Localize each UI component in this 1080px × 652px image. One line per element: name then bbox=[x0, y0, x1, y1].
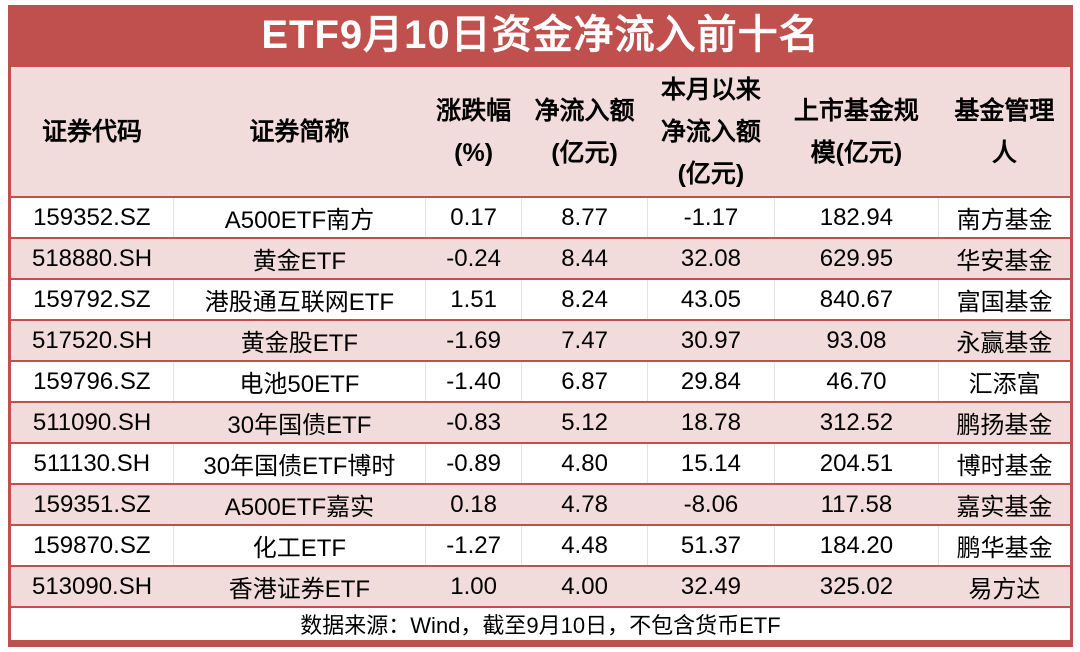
cell-month-net-inflow: 18.78 bbox=[647, 401, 775, 444]
cell-month-net-inflow: 15.14 bbox=[647, 443, 775, 484]
cell-security-code: 517520.SH bbox=[9, 319, 174, 362]
cell-fund-manager: 富国基金 bbox=[938, 279, 1072, 320]
cell-net-inflow: 4.48 bbox=[520, 525, 648, 566]
cell-fund-size: 629.95 bbox=[774, 237, 939, 280]
cell-fund-manager: 鹏华基金 bbox=[938, 525, 1072, 566]
cell-fund-size: 325.02 bbox=[774, 565, 939, 608]
cell-change-pct: -0.83 bbox=[425, 401, 522, 444]
cell-change-pct: 1.51 bbox=[425, 279, 522, 320]
cell-fund-manager: 汇添富 bbox=[938, 361, 1072, 402]
cell-security-name: A500ETF嘉实 bbox=[173, 483, 426, 526]
cell-fund-size: 184.20 bbox=[773, 525, 939, 566]
table-header: 证券代码 证券简称 涨跌幅 (%) 净流入额 (亿元) 本月以来 净流入额 (亿… bbox=[9, 67, 1072, 198]
cell-net-inflow: 8.77 bbox=[520, 197, 648, 238]
cell-security-name: 电池50ETF bbox=[172, 361, 426, 402]
cell-security-code: 159870.SZ bbox=[9, 525, 174, 566]
table-row: 511130.SH 30年国债ETF博时 -0.89 4.80 15.14 20… bbox=[9, 443, 1072, 484]
cell-change-pct: -1.69 bbox=[425, 319, 522, 362]
table-row: 518880.SH 黄金ETF -0.24 8.44 32.08 629.95 … bbox=[9, 237, 1072, 280]
cell-net-inflow: 7.47 bbox=[521, 319, 648, 362]
cell-fund-manager: 南方基金 bbox=[938, 197, 1072, 238]
col-header-change-pct: 涨跌幅 (%) bbox=[425, 67, 522, 198]
cell-net-inflow: 8.44 bbox=[521, 237, 648, 280]
cell-month-net-inflow: 30.97 bbox=[647, 319, 775, 362]
cell-security-name: 香港证券ETF bbox=[173, 565, 426, 608]
cell-security-name: 30年国债ETF博时 bbox=[172, 443, 426, 484]
cell-fund-size: 204.51 bbox=[773, 443, 939, 484]
cell-fund-size: 840.67 bbox=[773, 279, 939, 320]
cell-security-name: 黄金股ETF bbox=[173, 319, 426, 362]
cell-net-inflow: 4.80 bbox=[520, 443, 648, 484]
cell-fund-size: 46.70 bbox=[773, 361, 939, 402]
cell-security-code: 513090.SH bbox=[9, 565, 174, 608]
table-row: 517520.SH 黄金股ETF -1.69 7.47 30.97 93.08 … bbox=[9, 319, 1072, 362]
col-header-month-net-inflow: 本月以来 净流入额 (亿元) bbox=[647, 67, 775, 198]
table-row: 159870.SZ 化工ETF -1.27 4.48 51.37 184.20 … bbox=[9, 525, 1072, 566]
cell-net-inflow: 4.78 bbox=[521, 483, 648, 526]
col-header-fund-size: 上市基金规 模(亿元) bbox=[774, 67, 939, 198]
cell-fund-manager: 鹏扬基金 bbox=[938, 401, 1072, 444]
header-row: 证券代码 证券简称 涨跌幅 (%) 净流入额 (亿元) 本月以来 净流入额 (亿… bbox=[9, 67, 1072, 198]
cell-fund-size: 312.52 bbox=[774, 401, 939, 444]
cell-month-net-inflow: -1.17 bbox=[647, 197, 775, 238]
cell-change-pct: -1.27 bbox=[425, 525, 522, 566]
table-row: 159796.SZ 电池50ETF -1.40 6.87 29.84 46.70… bbox=[9, 361, 1072, 402]
table-row: 159792.SZ 港股通互联网ETF 1.51 8.24 43.05 840.… bbox=[9, 279, 1072, 320]
table-row: 159351.SZ A500ETF嘉实 0.18 4.78 -8.06 117.… bbox=[9, 483, 1072, 526]
cell-fund-size: 117.58 bbox=[774, 483, 939, 526]
cell-fund-size: 182.94 bbox=[773, 197, 939, 238]
cell-fund-manager: 博时基金 bbox=[938, 443, 1072, 484]
etf-net-inflow-table: 证券代码 证券简称 涨跌幅 (%) 净流入额 (亿元) 本月以来 净流入额 (亿… bbox=[8, 67, 1073, 647]
cell-security-name: 港股通互联网ETF bbox=[172, 279, 426, 320]
col-header-security-name: 证券简称 bbox=[173, 67, 426, 198]
cell-security-code: 159352.SZ bbox=[9, 197, 174, 238]
cell-fund-manager: 永赢基金 bbox=[938, 319, 1072, 362]
cell-security-code: 511090.SH bbox=[9, 401, 174, 444]
cell-fund-size: 93.08 bbox=[774, 319, 939, 362]
cell-net-inflow: 5.12 bbox=[521, 401, 648, 444]
cell-security-name: 化工ETF bbox=[172, 525, 426, 566]
cell-security-name: 30年国债ETF bbox=[173, 401, 426, 444]
cell-fund-manager: 华安基金 bbox=[938, 237, 1072, 280]
cell-security-name: 黄金ETF bbox=[173, 237, 426, 280]
cell-month-net-inflow: -8.06 bbox=[647, 483, 775, 526]
cell-security-code: 518880.SH bbox=[9, 237, 174, 280]
cell-month-net-inflow: 43.05 bbox=[647, 279, 775, 320]
cell-security-code: 159796.SZ bbox=[9, 361, 174, 402]
cell-month-net-inflow: 32.49 bbox=[647, 565, 775, 608]
col-header-net-inflow: 净流入额 (亿元) bbox=[521, 67, 648, 198]
table-row: 511090.SH 30年国债ETF -0.83 5.12 18.78 312.… bbox=[9, 401, 1072, 444]
cell-change-pct: -0.89 bbox=[425, 443, 522, 484]
cell-security-code: 159351.SZ bbox=[9, 483, 174, 526]
source-note-row: 数据来源：Wind，截至9月10日，不包含货币ETF bbox=[9, 607, 1072, 644]
cell-change-pct: 0.17 bbox=[425, 197, 522, 238]
cell-month-net-inflow: 51.37 bbox=[647, 525, 775, 566]
cell-net-inflow: 8.24 bbox=[520, 279, 648, 320]
table-row: 159352.SZ A500ETF南方 0.17 8.77 -1.17 182.… bbox=[9, 197, 1072, 238]
col-header-security-code: 证券代码 bbox=[9, 67, 174, 198]
cell-change-pct: 1.00 bbox=[425, 565, 522, 608]
cell-change-pct: -0.24 bbox=[425, 237, 522, 280]
cell-security-code: 511130.SH bbox=[9, 443, 174, 484]
col-header-fund-manager: 基金管理 人 bbox=[938, 67, 1072, 198]
cell-fund-manager: 易方达 bbox=[938, 565, 1072, 608]
cell-fund-manager: 嘉实基金 bbox=[938, 483, 1072, 526]
cell-month-net-inflow: 32.08 bbox=[647, 237, 775, 280]
cell-security-name: A500ETF南方 bbox=[172, 197, 426, 238]
cell-security-code: 159792.SZ bbox=[9, 279, 174, 320]
cell-change-pct: 0.18 bbox=[425, 483, 522, 526]
cell-net-inflow: 4.00 bbox=[521, 565, 648, 608]
page-title: ETF9月10日资金净流入前十名 bbox=[8, 5, 1073, 67]
cell-month-net-inflow: 29.84 bbox=[647, 361, 775, 402]
table-body: 159352.SZ A500ETF南方 0.17 8.77 -1.17 182.… bbox=[9, 197, 1072, 644]
cell-change-pct: -1.40 bbox=[425, 361, 522, 402]
table-row: 513090.SH 香港证券ETF 1.00 4.00 32.49 325.02… bbox=[9, 565, 1072, 608]
data-source-note: 数据来源：Wind，截至9月10日，不包含货币ETF bbox=[9, 607, 1072, 644]
cell-net-inflow: 6.87 bbox=[520, 361, 648, 402]
